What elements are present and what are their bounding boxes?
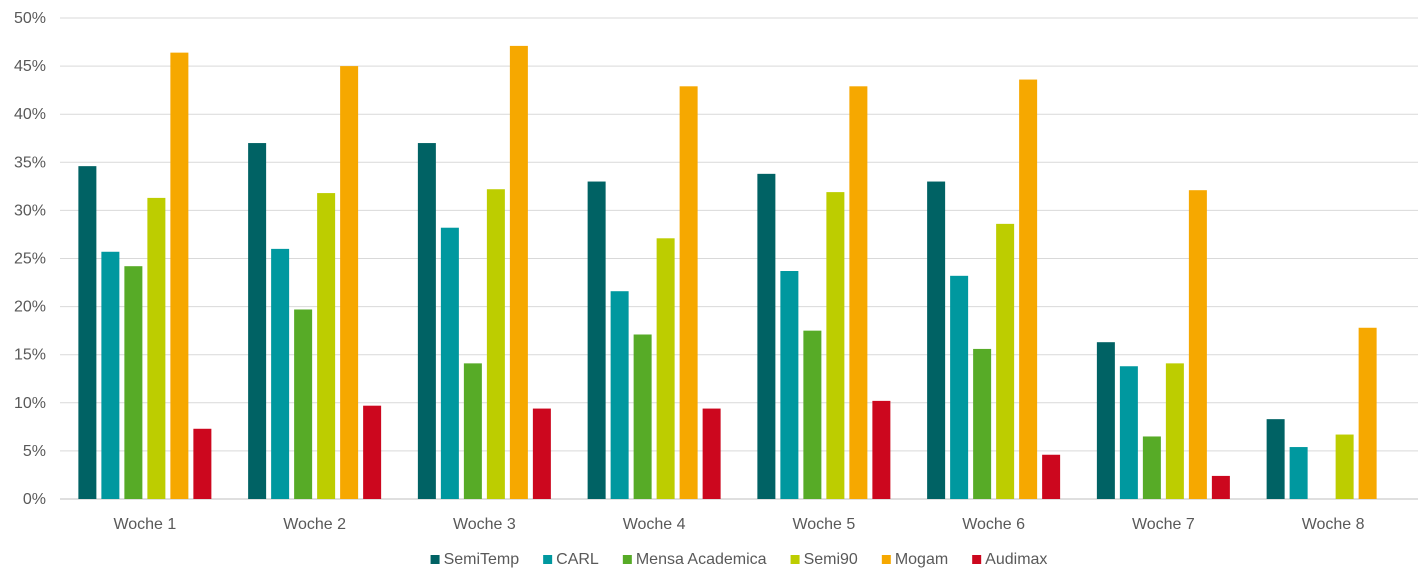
legend-label: Semi90: [804, 551, 858, 568]
bar-mogam: [1358, 327, 1377, 499]
bar-semitemp: [1096, 342, 1115, 499]
bar-audimax: [702, 408, 721, 499]
bar-semi90: [486, 189, 505, 499]
bar-semitemp: [757, 173, 776, 499]
x-category-label: Woche 8: [1302, 516, 1365, 533]
bar-semi90: [1335, 434, 1354, 499]
bar-mensa-academica: [973, 348, 992, 499]
legend-item: Semi90: [790, 551, 858, 568]
legend-swatch: [790, 555, 800, 564]
bar-carl: [780, 271, 799, 499]
y-tick-label: 5%: [23, 443, 46, 460]
bar-semitemp: [248, 143, 267, 499]
legend-swatch: [622, 555, 632, 564]
bar-semitemp: [587, 181, 606, 500]
bar-audimax: [1042, 454, 1061, 499]
x-category-label: Woche 6: [962, 516, 1025, 533]
bar-mogam: [509, 45, 528, 499]
y-tick-label: 50%: [14, 10, 46, 27]
bar-semi90: [656, 238, 675, 499]
x-axis: Woche 1 Woche 2 Woche 3 Woche 4 Woche 5 Woche…: [113, 516, 1364, 533]
y-tick-label: 35%: [14, 154, 46, 171]
x-category-label: Woche 7: [1132, 516, 1195, 533]
bar-mensa-academica: [1142, 436, 1161, 499]
legend-label: CARL: [556, 551, 599, 568]
y-tick-label: 45%: [14, 58, 46, 75]
x-category-label: Woche 3: [453, 516, 516, 533]
bar-semitemp: [927, 181, 946, 500]
legend-label: Mensa Academica: [636, 551, 767, 568]
x-category-label: Woche 4: [623, 516, 686, 533]
legend: SemiTemp CARL Mensa Academica Semi90 Mogam Au…: [430, 551, 1047, 568]
y-tick-label: 30%: [14, 202, 46, 219]
y-tick-label: 40%: [14, 106, 46, 123]
y-tick-label: 10%: [14, 395, 46, 412]
bars-layer: [78, 45, 1377, 500]
x-category-label: Woche 2: [283, 516, 346, 533]
bar-carl: [271, 248, 290, 499]
legend-label: Mogam: [895, 551, 948, 568]
bar-semi90: [996, 223, 1015, 500]
bar-mensa-academica: [633, 334, 652, 499]
bar-carl: [1289, 447, 1308, 499]
bar-mensa-academica: [463, 363, 482, 499]
bar-mogam: [1019, 79, 1038, 500]
legend-swatch: [881, 555, 891, 564]
bar-audimax: [363, 405, 382, 499]
bar-mogam: [170, 52, 189, 500]
legend-swatch: [543, 555, 553, 564]
y-tick-label: 20%: [14, 299, 46, 316]
bar-mogam: [1188, 190, 1207, 499]
bar-mogam: [849, 86, 868, 499]
bar-audimax: [532, 408, 551, 499]
bar-semitemp: [417, 143, 436, 499]
x-category-label: Woche 5: [792, 516, 855, 533]
y-tick-label: 25%: [14, 251, 46, 268]
y-axis: 0% 5% 10% 15% 20% 25% 30% 35% 40% 45% 50%: [14, 10, 46, 508]
bar-mensa-academica: [294, 309, 313, 499]
bar-carl: [101, 251, 120, 499]
y-tick-label: 0%: [23, 491, 46, 508]
legend-item: SemiTemp: [430, 551, 520, 568]
bar-semitemp: [1266, 419, 1285, 499]
bar-carl: [1119, 366, 1138, 499]
legend-item: Audimax: [972, 551, 1047, 568]
bar-audimax: [193, 428, 212, 499]
legend-swatch: [972, 555, 982, 564]
bar-semitemp: [78, 166, 97, 499]
legend-item: Mogam: [881, 551, 948, 568]
bar-semi90: [317, 193, 336, 500]
bar-carl: [610, 291, 629, 499]
bar-mensa-academica: [803, 330, 822, 499]
legend-swatch: [430, 555, 440, 564]
legend-item: Mensa Academica: [622, 551, 767, 568]
bar-mogam: [340, 66, 359, 499]
bar-carl: [440, 227, 459, 499]
bar-audimax: [872, 400, 891, 499]
legend-item: CARL: [543, 551, 599, 568]
legend-label: Audimax: [985, 551, 1047, 568]
bar-semi90: [826, 192, 845, 499]
bar-mogam: [679, 86, 698, 499]
bar-semi90: [147, 197, 166, 500]
legend-label: SemiTemp: [444, 551, 520, 568]
bar-audimax: [1211, 475, 1230, 499]
bar-mensa-academica: [124, 266, 143, 499]
bar-carl: [950, 275, 969, 499]
bar-semi90: [1165, 363, 1184, 499]
x-category-label: Woche 1: [113, 516, 176, 533]
y-tick-label: 15%: [14, 347, 46, 364]
